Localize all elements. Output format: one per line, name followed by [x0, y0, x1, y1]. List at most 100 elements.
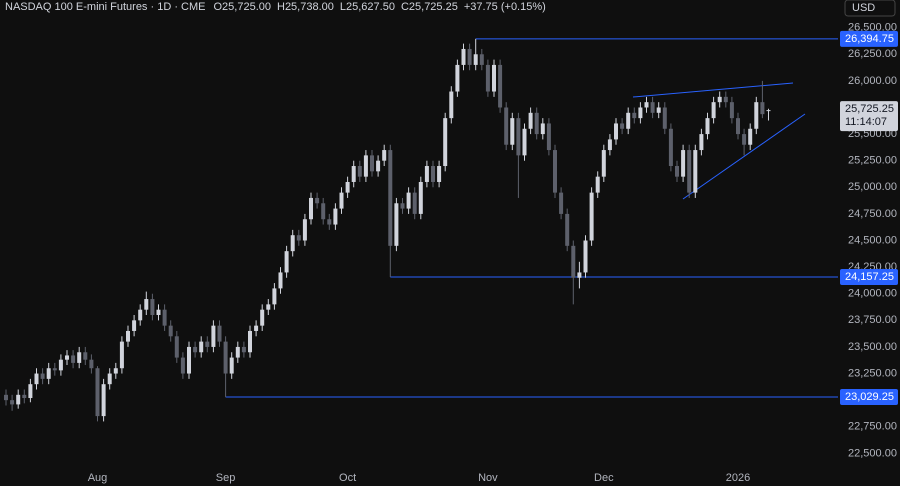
candle-body — [571, 245, 576, 278]
x-tick-label: Nov — [478, 472, 498, 484]
candle-body — [315, 197, 320, 204]
candle-body — [309, 197, 313, 220]
candle-body — [461, 48, 466, 65]
candle-body — [455, 64, 460, 92]
currency-box[interactable] — [844, 0, 896, 17]
candle-body — [522, 128, 527, 156]
candle-body — [693, 150, 698, 193]
candle-body — [71, 355, 76, 363]
candle-body — [333, 208, 338, 225]
candle-body — [614, 123, 618, 140]
candle-body — [601, 150, 606, 177]
candle-body — [638, 107, 643, 119]
candle-body — [229, 357, 234, 374]
candle-body — [376, 160, 381, 172]
ohlc-readout: C25,725.25 — [401, 1, 458, 13]
candle-body — [650, 102, 655, 113]
candle-body — [559, 192, 564, 214]
candle-body — [260, 309, 265, 326]
candle-body — [742, 134, 747, 145]
level-label-box — [840, 268, 898, 285]
candle-body — [150, 299, 155, 316]
candle-body — [193, 346, 198, 353]
candle-body — [138, 309, 143, 321]
y-tick-label: 22,750.00 — [848, 421, 897, 433]
candle-body — [156, 309, 161, 316]
candle-body — [766, 110, 771, 112]
candle-body — [370, 155, 374, 172]
candle-body — [119, 341, 124, 369]
candle-body — [22, 394, 27, 399]
candle-body — [510, 118, 515, 145]
candle-body — [351, 166, 356, 182]
candle-body — [717, 96, 722, 103]
candle-body — [144, 299, 149, 310]
candle-body — [595, 176, 600, 193]
y-tick-label: 25,250.00 — [848, 155, 897, 167]
candle-body — [296, 235, 301, 241]
candle-body — [687, 150, 692, 193]
candle-body — [418, 181, 423, 214]
candle-body — [699, 134, 704, 151]
candle-body — [284, 251, 289, 273]
candle-body — [736, 118, 740, 135]
y-tick-label: 23,250.00 — [848, 367, 897, 379]
candle-body — [345, 181, 350, 193]
candle-body — [52, 368, 57, 371]
candle-body — [760, 102, 765, 115]
candle-body — [241, 346, 246, 353]
candle-body — [473, 54, 478, 65]
candle-body — [266, 304, 271, 310]
y-tick-label: 25,000.00 — [848, 181, 897, 193]
candle-body — [412, 192, 417, 214]
ohlc-readout: H25,738.00 — [277, 1, 334, 13]
candle-body — [34, 373, 39, 385]
candle-body — [485, 64, 490, 92]
candle-body — [205, 341, 210, 347]
y-tick-label: 26,500.00 — [848, 22, 897, 34]
trend-line — [632, 82, 794, 98]
y-tick-label: 23,500.00 — [848, 341, 897, 353]
y-tick-label: 23,750.00 — [848, 314, 897, 326]
ohlc-readout: O25,725.00 — [214, 1, 272, 13]
candle-body — [620, 123, 625, 129]
candle-body — [626, 112, 631, 129]
candle-body — [388, 150, 393, 246]
candle-body — [235, 346, 240, 358]
candle-body — [101, 384, 106, 417]
candle-body — [528, 112, 533, 129]
candle-body — [223, 341, 228, 374]
candle-body — [516, 118, 521, 156]
candle-body — [77, 352, 82, 363]
candle-body — [278, 272, 283, 289]
candle-body — [492, 64, 496, 92]
x-tick-label: 2026 — [726, 472, 750, 484]
candle-body — [382, 150, 387, 161]
x-tick-label: Dec — [594, 472, 614, 484]
candle-body — [211, 325, 216, 347]
candle-body — [675, 166, 679, 177]
candle-body — [668, 128, 673, 167]
candle-body — [180, 357, 185, 374]
candle-body — [272, 288, 277, 305]
candle-body — [553, 150, 557, 193]
currency[interactable]: USD — [852, 2, 875, 14]
candle-body — [711, 102, 716, 119]
y-tick-label: 26,000.00 — [848, 75, 897, 87]
candle-body — [644, 102, 649, 108]
candle-body — [58, 359, 63, 371]
candle-body — [46, 368, 51, 379]
level-label: 23,029.25 — [845, 391, 894, 403]
ohlc-readout: L25,627.50 — [340, 1, 395, 13]
candle-body — [729, 102, 734, 119]
candle-body — [681, 150, 686, 177]
y-tick-label: 26,250.00 — [848, 48, 897, 60]
candle-body — [467, 48, 472, 65]
candle-body — [363, 155, 368, 177]
plot — [4, 38, 838, 422]
y-tick-label: 24,750.00 — [848, 208, 897, 220]
candle-body — [321, 203, 326, 220]
candle-body — [95, 368, 100, 417]
